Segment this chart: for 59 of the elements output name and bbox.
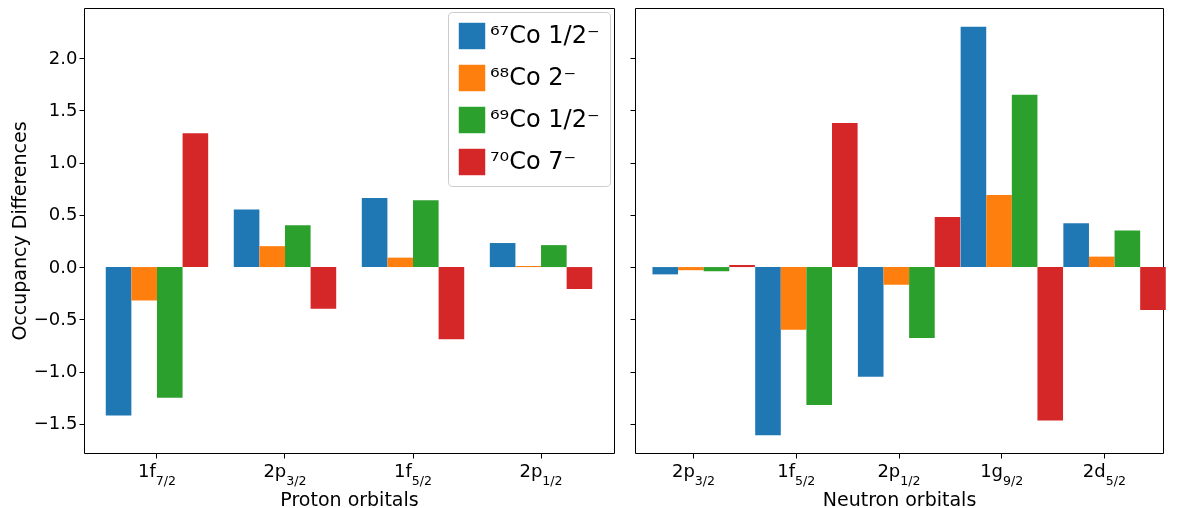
y-tick-label: −1.0 (33, 360, 78, 382)
bar (652, 267, 679, 275)
bar (909, 267, 935, 339)
bar (986, 194, 1012, 268)
bar (1114, 230, 1141, 268)
y-tick-label: 1.5 (48, 98, 78, 120)
x-axis-title: Neutron orbitals (822, 487, 977, 508)
bar (413, 200, 439, 268)
bar (960, 26, 987, 268)
bar (1037, 267, 1064, 421)
x-tick-label: 1f$_{7/2}$ (137, 459, 177, 487)
x-tick-label: 2d$_{5/2}$ (1082, 459, 1127, 487)
bar (857, 267, 884, 377)
bar (780, 267, 807, 330)
bar (1063, 223, 1089, 268)
bar (156, 267, 183, 398)
bar (489, 243, 516, 268)
y-tick-label: 2.0 (48, 46, 78, 68)
x-tick-label: 2p$_{1/2}$ (877, 459, 921, 487)
x-tick-label: 1f$_{5/2}$ (393, 459, 433, 487)
y-tick-label: −1.5 (33, 412, 78, 434)
bar (755, 267, 781, 436)
x-tick-label: 2p$_{3/2}$ (263, 459, 307, 487)
bar (361, 198, 388, 268)
x-tick-label: 2p$_{3/2}$ (671, 459, 716, 487)
bar (806, 267, 832, 405)
legend-label: ⁶⁷Co 1/2⁻ (490, 21, 600, 49)
x-tick-label: 1f$_{5/2}$ (777, 459, 816, 487)
bar (832, 122, 858, 268)
bar (883, 267, 910, 285)
bar (703, 267, 730, 272)
bar (1011, 94, 1038, 268)
bar (1140, 267, 1166, 310)
y-tick-label: −0.5 (33, 307, 78, 329)
bar (438, 267, 465, 340)
bar (729, 264, 755, 268)
bar (259, 246, 285, 268)
y-axis-title: Occupancy Differences (7, 121, 30, 341)
bar (387, 257, 414, 268)
bar (310, 267, 337, 309)
x-axis-title: Proton orbitals (280, 487, 419, 508)
bar (934, 216, 961, 268)
y-tick-label: 0.5 (48, 203, 78, 225)
y-tick-label: 1.0 (48, 151, 78, 173)
x-tick-label: 2p$_{1/2}$ (519, 459, 563, 487)
legend-label: ⁷⁰Co 7⁻ (490, 147, 577, 175)
bar (182, 133, 209, 268)
bar (233, 209, 260, 268)
bar (284, 225, 311, 268)
legend-label: ⁶⁸Co 2⁻ (490, 63, 577, 91)
bar (541, 245, 567, 268)
bar (1088, 256, 1115, 268)
bar (131, 267, 157, 301)
x-tick-label: 1g$_{9/2}$ (980, 459, 1024, 487)
bar (678, 267, 704, 271)
bar (105, 267, 132, 416)
bar (566, 267, 593, 289)
legend-label: ⁶⁹Co 1/2⁻ (490, 105, 600, 133)
y-tick-label: 0.0 (48, 255, 78, 277)
